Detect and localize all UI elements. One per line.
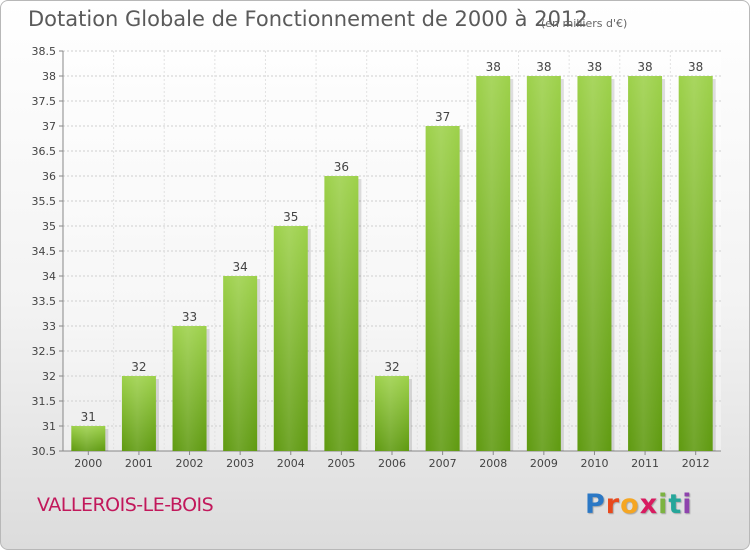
y-tick-label: 35 bbox=[42, 220, 56, 233]
data-label: 37 bbox=[435, 110, 450, 124]
x-tick-label: 2012 bbox=[682, 457, 710, 470]
x-tick-label: 2010 bbox=[580, 457, 608, 470]
data-label: 38 bbox=[486, 60, 501, 74]
y-tick-label: 31.5 bbox=[32, 395, 57, 408]
x-tick-label: 2003 bbox=[226, 457, 254, 470]
bars bbox=[71, 76, 716, 451]
chart-subtitle: (en milliers d'€) bbox=[541, 17, 628, 30]
y-tick-label: 34.5 bbox=[32, 245, 57, 258]
y-tick-label: 31 bbox=[42, 420, 56, 433]
bar-highlight bbox=[425, 126, 460, 451]
x-tick-label: 2001 bbox=[125, 457, 153, 470]
data-label: 38 bbox=[688, 60, 703, 74]
data-label: 33 bbox=[182, 310, 197, 324]
y-tick-label: 33 bbox=[42, 320, 56, 333]
data-label: 34 bbox=[233, 260, 248, 274]
chart-title: Dotation Globale de Fonctionnement de 20… bbox=[28, 7, 588, 31]
data-label: 36 bbox=[334, 160, 349, 174]
x-tick-label: 2002 bbox=[176, 457, 204, 470]
y-tick-label: 36 bbox=[42, 170, 56, 183]
y-tick-label: 38 bbox=[42, 70, 56, 83]
bar-highlight bbox=[273, 226, 308, 451]
y-tick-label: 30.5 bbox=[32, 445, 57, 458]
x-tick-label: 2007 bbox=[429, 457, 457, 470]
data-label: 31 bbox=[81, 410, 96, 424]
bar-highlight bbox=[678, 76, 713, 451]
data-label: 35 bbox=[283, 210, 298, 224]
bar-highlight bbox=[628, 76, 663, 451]
x-tick-label: 2004 bbox=[277, 457, 305, 470]
y-tick-label: 32.5 bbox=[32, 345, 57, 358]
y-tick-label: 35.5 bbox=[32, 195, 57, 208]
data-label: 38 bbox=[587, 60, 602, 74]
bar-highlight bbox=[526, 76, 561, 451]
data-label: 38 bbox=[637, 60, 652, 74]
logo-letter: P bbox=[585, 489, 606, 520]
bar-highlight bbox=[121, 376, 156, 451]
y-tick-label: 37 bbox=[42, 120, 56, 133]
proxiti-logo: Proxiti bbox=[585, 489, 693, 520]
data-label: 32 bbox=[131, 360, 146, 374]
logo-letter: r bbox=[605, 489, 621, 520]
y-tick-label: 34 bbox=[42, 270, 56, 283]
y-tick-label: 38.5 bbox=[32, 45, 57, 58]
data-label: 32 bbox=[384, 360, 399, 374]
logo-letter: o bbox=[620, 489, 640, 520]
x-tick-label: 2006 bbox=[378, 457, 406, 470]
bar-highlight bbox=[577, 76, 612, 451]
bar-highlight bbox=[324, 176, 359, 451]
logo-letter: i bbox=[682, 489, 693, 520]
bar-highlight bbox=[71, 426, 106, 451]
y-tick-label: 32 bbox=[42, 370, 56, 383]
bar-highlight bbox=[172, 326, 207, 451]
x-tick-label: 2005 bbox=[327, 457, 355, 470]
y-tick-label: 36.5 bbox=[32, 145, 57, 158]
bar-highlight bbox=[375, 376, 409, 451]
y-tick-label: 33.5 bbox=[32, 295, 57, 308]
commune-name: VALLEROIS-LE-BOIS bbox=[37, 494, 214, 516]
logo-letter: i bbox=[658, 489, 669, 520]
logo-letter: t bbox=[668, 489, 683, 520]
bar-highlight bbox=[223, 276, 258, 451]
x-tick-label: 2011 bbox=[631, 457, 659, 470]
y-tick-label: 37.5 bbox=[32, 95, 57, 108]
x-tick-label: 2009 bbox=[530, 457, 558, 470]
data-labels: 31 32 33 34 35 36 32 37 38 38 38 38 38 bbox=[81, 60, 704, 424]
logo-letter: x bbox=[639, 489, 659, 520]
bar-highlight bbox=[476, 76, 511, 451]
x-tick-label: 2008 bbox=[479, 457, 507, 470]
x-tick-label: 2000 bbox=[74, 457, 102, 470]
data-label: 38 bbox=[536, 60, 551, 74]
